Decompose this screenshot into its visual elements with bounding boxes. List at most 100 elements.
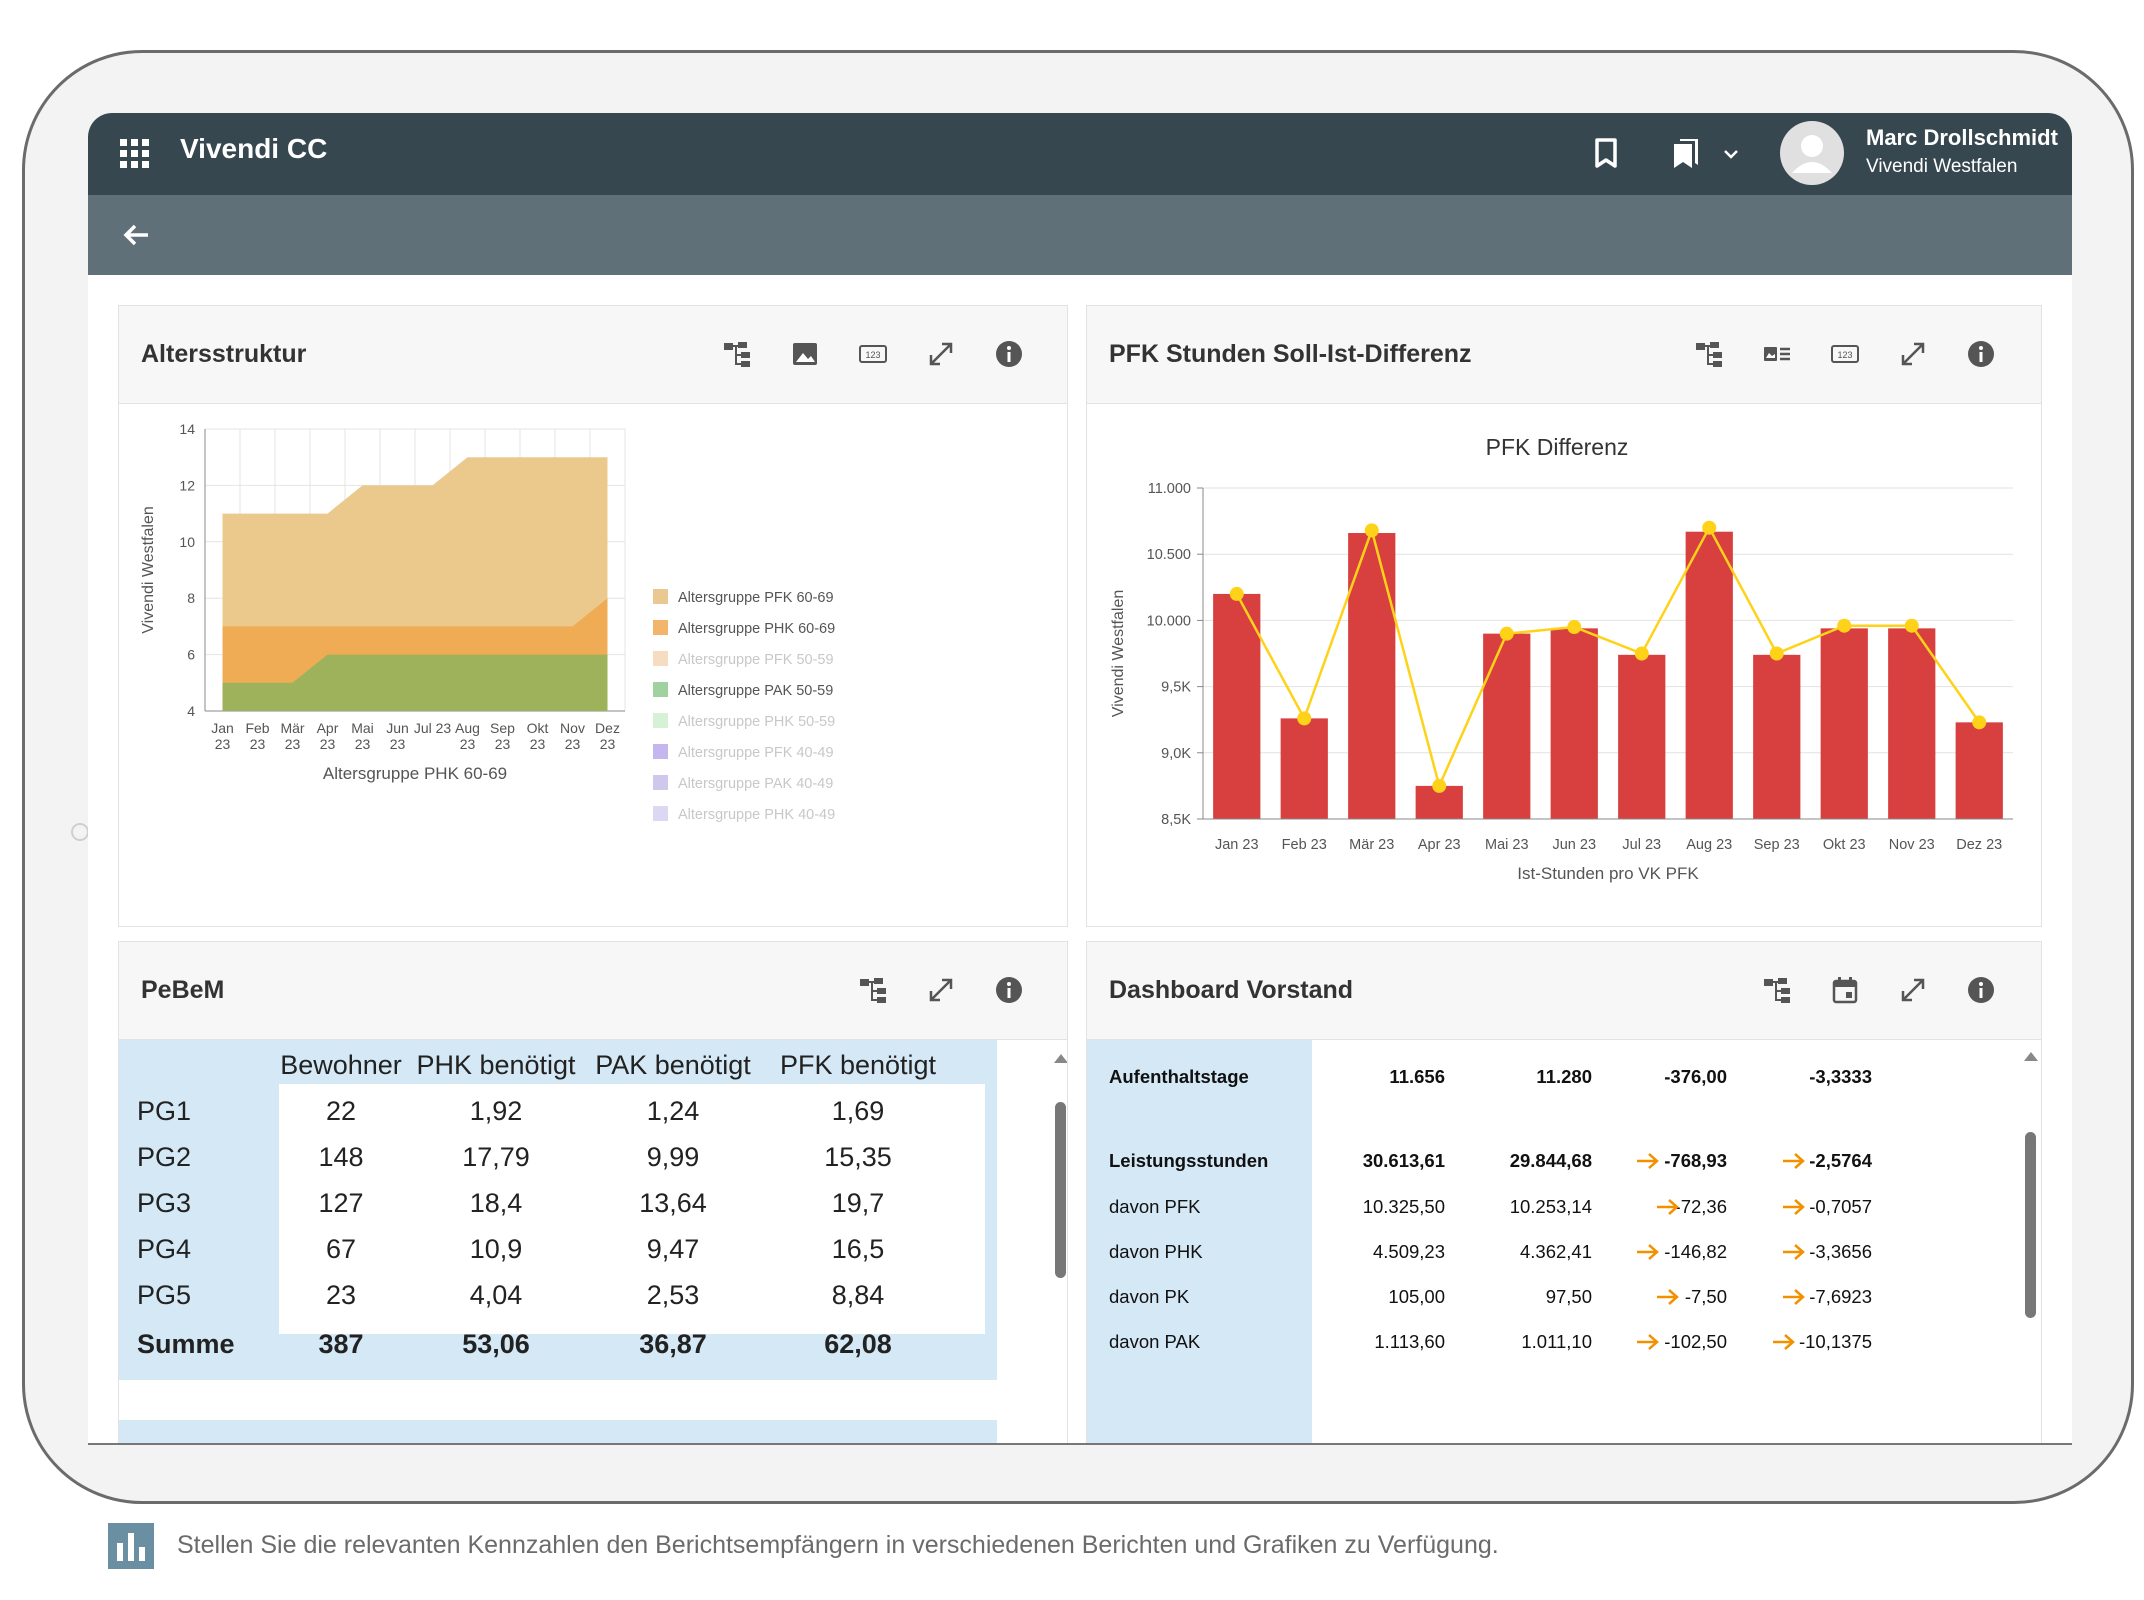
x-tick-label: 23 xyxy=(390,736,406,752)
info-icon[interactable] xyxy=(993,974,1025,1006)
info-icon[interactable] xyxy=(1965,338,1997,370)
ratio-cell: -7,6923 xyxy=(1809,1286,1872,1307)
image-icon[interactable] xyxy=(789,338,821,370)
panel-title: Altersstruktur xyxy=(141,340,307,368)
line-point xyxy=(1904,618,1919,633)
arrow-right-icon xyxy=(1657,1199,1679,1215)
y-axis-label: Vivendi Westfalen xyxy=(1110,590,1127,717)
bar xyxy=(1820,628,1868,819)
hierarchy-icon[interactable] xyxy=(857,974,889,1006)
altersstruktur-chart: 468101214Jan23Feb23Mär23Apr23Mai23Jun23J… xyxy=(140,421,835,823)
panel-title: PeBeM xyxy=(141,976,225,1004)
user-org: Vivendi Westfalen xyxy=(1866,156,2018,177)
scrollbar-thumb[interactable] xyxy=(2025,1132,2036,1318)
bar xyxy=(1213,593,1261,819)
x-tick-label: Dez 23 xyxy=(1956,837,2002,853)
table-cell: 1,92 xyxy=(469,1096,523,1126)
table-cell: 9,47 xyxy=(646,1234,700,1264)
arrow-right-icon xyxy=(1783,1289,1805,1305)
x-axis-label: Ist-Stunden pro VK PFK xyxy=(1517,864,1699,883)
svg-text:123: 123 xyxy=(865,350,880,360)
expand-icon[interactable] xyxy=(925,974,957,1006)
legend-list-icon[interactable] xyxy=(1761,338,1793,370)
expand-icon[interactable] xyxy=(1897,338,1929,370)
hierarchy-icon[interactable] xyxy=(1693,338,1725,370)
row-label: Aufenthaltstage xyxy=(1109,1066,1249,1087)
chevron-down-icon[interactable] xyxy=(1716,133,1746,173)
apps-grid-icon[interactable] xyxy=(120,139,150,169)
arrow-right-icon xyxy=(1773,1334,1795,1350)
x-tick-label: Okt xyxy=(527,720,549,736)
scroll-up-icon[interactable] xyxy=(1054,1054,1067,1063)
x-tick-label: Mär xyxy=(280,720,304,736)
line-point xyxy=(1364,523,1379,538)
x-tick-label: 23 xyxy=(320,736,336,752)
table-cell: 2,53 xyxy=(646,1280,700,1310)
x-tick-label: Nov 23 xyxy=(1889,837,1935,853)
altersstruktur-panel: Altersstruktur 123 4 6 8 10 12 14 Jan 23 Feb 23 Mä… xyxy=(118,305,1068,927)
legend-entry: Altersgruppe PHK 40-49 xyxy=(678,807,835,823)
info-icon[interactable] xyxy=(993,338,1025,370)
table-header: Bewohner xyxy=(280,1050,402,1080)
table-cell: 13,64 xyxy=(639,1188,707,1218)
value-cell: 105,00 xyxy=(1388,1286,1445,1307)
table-cell: 17,79 xyxy=(462,1142,530,1172)
diff-cell: -146,82 xyxy=(1664,1241,1727,1262)
table-cell: 16,5 xyxy=(831,1234,885,1264)
pebem-panel: PeBeM Bewohner PHK benötigt PAK benötigt PF… xyxy=(118,941,1068,1443)
bookmarks-icon[interactable] xyxy=(1666,133,1706,173)
x-tick-label: Dez xyxy=(595,720,620,736)
legend-swatch xyxy=(653,806,668,821)
expand-icon[interactable] xyxy=(1897,974,1929,1006)
line-point xyxy=(1634,646,1649,661)
value-cell: 4.509,23 xyxy=(1372,1241,1445,1262)
scrollbar-thumb[interactable] xyxy=(1055,1102,1066,1278)
bookmark-icon[interactable] xyxy=(1586,133,1626,173)
bar xyxy=(1888,628,1936,819)
expand-icon[interactable] xyxy=(925,338,957,370)
back-arrow-icon[interactable] xyxy=(118,217,154,253)
bar xyxy=(1618,654,1666,819)
value-cell: 1.011,10 xyxy=(1521,1331,1592,1352)
pfk-panel: PFK Stunden Soll-Ist-Differenz 123 PFK D… xyxy=(1086,305,2042,927)
ratio-cell: -3,3333 xyxy=(1809,1066,1872,1087)
numbers-icon[interactable]: 123 xyxy=(1829,338,1861,370)
pebem-next-row xyxy=(119,1420,997,1443)
calendar-icon[interactable] xyxy=(1829,974,1861,1006)
numbers-icon[interactable]: 123 xyxy=(857,338,889,370)
line-point xyxy=(1972,715,1987,730)
x-tick-label: Feb 23 xyxy=(1282,837,1327,853)
y-tick-label: 12 xyxy=(179,477,195,493)
row-label: Leistungsstunden xyxy=(1109,1150,1269,1171)
panel-header: PFK Stunden Soll-Ist-Differenz 123 xyxy=(1087,306,2041,404)
user-name[interactable]: Marc Drollschmidt xyxy=(1866,125,2058,150)
x-tick-label: Jan xyxy=(211,720,234,736)
avatar[interactable] xyxy=(1780,121,1844,185)
arrow-right-icon xyxy=(1783,1199,1805,1215)
x-tick-label: Jan 23 xyxy=(1215,837,1259,853)
x-tick-label: Jun 23 xyxy=(1552,837,1596,853)
x-tick-label: Mär 23 xyxy=(1349,837,1394,853)
hierarchy-icon[interactable] xyxy=(721,338,753,370)
sum-cell: 387 xyxy=(318,1329,364,1359)
footer-caption: Stellen Sie die relevanten Kennzahlen de… xyxy=(177,1531,1499,1559)
legend-entry: Altersgruppe PFK 40-49 xyxy=(678,745,834,761)
bar xyxy=(1753,654,1801,819)
row-label: davon PHK xyxy=(1109,1241,1203,1262)
pfk-chart: PFK Differenz 8,5K 9,0K 9,5K 10.000 10.500 11.… xyxy=(1110,434,2013,883)
value-cell: 10.325,50 xyxy=(1362,1196,1445,1217)
row-label: PG1 xyxy=(137,1096,192,1126)
y-tick-label: 10.000 xyxy=(1147,613,1191,629)
hierarchy-icon[interactable] xyxy=(1761,974,1793,1006)
x-tick-label: Jun xyxy=(386,720,409,736)
pebem-table-body-bg xyxy=(279,1084,985,1334)
y-tick-label: 8 xyxy=(187,590,195,606)
bar xyxy=(1483,633,1531,819)
info-icon[interactable] xyxy=(1965,974,1997,1006)
scroll-up-icon[interactable] xyxy=(2024,1052,2038,1061)
line-series xyxy=(1235,525,1981,790)
arrow-right-icon xyxy=(1637,1334,1659,1350)
ratio-cell: -3,3656 xyxy=(1809,1241,1872,1262)
legend-entry: Altersgruppe PFK 50-59 xyxy=(678,652,834,668)
diff-cell: -72,36 xyxy=(1674,1196,1727,1217)
